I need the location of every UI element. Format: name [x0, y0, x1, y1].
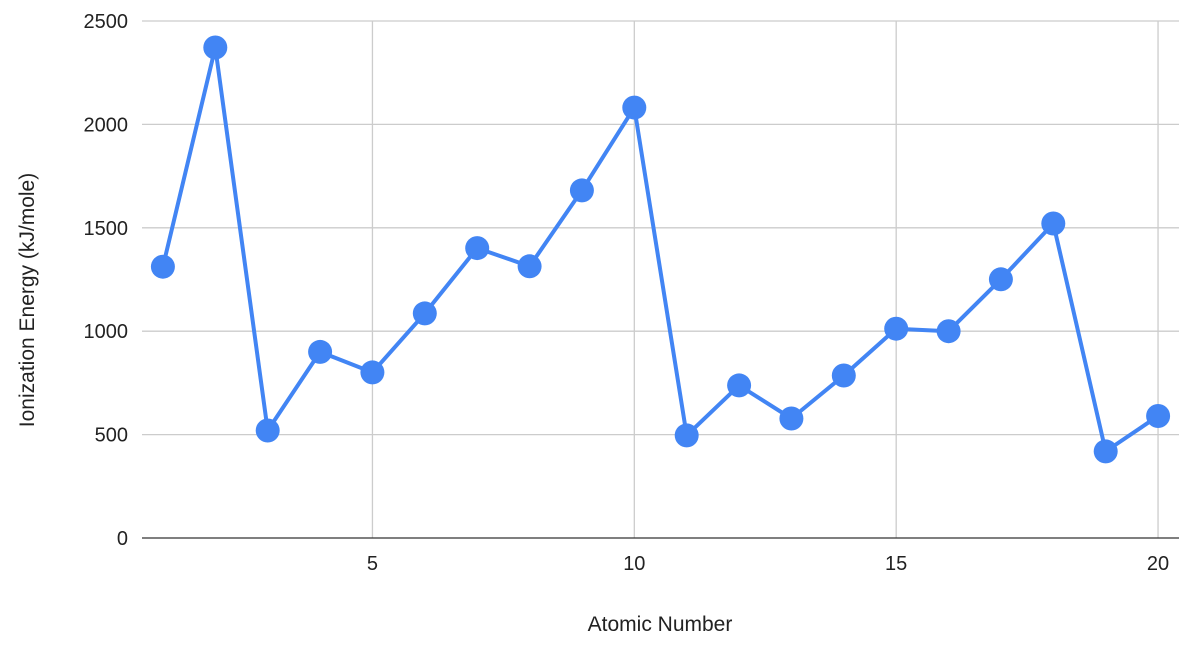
data-point	[727, 373, 752, 398]
x-axis-title: Atomic Number	[588, 613, 733, 636]
data-point	[412, 301, 437, 326]
data-point	[360, 360, 385, 385]
data-point	[465, 236, 490, 261]
data-point	[884, 316, 909, 341]
data-point	[517, 254, 542, 279]
series-line	[160, 45, 1160, 454]
data-point	[779, 406, 804, 431]
y-tick-label: 2000	[84, 114, 129, 136]
y-tick-label: 1000	[84, 321, 129, 343]
y-tick-label: 1500	[84, 218, 129, 240]
y-tick-label: 500	[95, 425, 128, 447]
data-point	[674, 423, 699, 448]
data-point	[1093, 439, 1118, 464]
data-point	[150, 254, 175, 279]
data-point	[831, 363, 856, 388]
data-point	[203, 35, 228, 60]
x-tick-label: 10	[623, 553, 645, 575]
data-point	[622, 95, 647, 120]
x-tick-label: 15	[885, 553, 907, 575]
x-tick-label: 20	[1147, 553, 1169, 575]
y-tick-label: 2500	[84, 11, 129, 33]
data-point	[255, 418, 280, 443]
x-tick-label: 5	[367, 553, 378, 575]
data-point	[569, 178, 594, 203]
data-point	[1146, 404, 1171, 428]
data-series	[150, 35, 1171, 464]
tick-labels: 0 500 1000 1500 2000 2500 5 10 15 20	[84, 11, 1170, 575]
data-point	[988, 267, 1013, 292]
data-point	[1041, 211, 1066, 236]
data-point	[308, 339, 333, 364]
data-point	[936, 319, 961, 344]
y-tick-label: 0	[117, 528, 128, 550]
grid	[142, 20, 1179, 538]
y-axis-title: Ionization Energy (kJ/mole)	[16, 173, 39, 427]
